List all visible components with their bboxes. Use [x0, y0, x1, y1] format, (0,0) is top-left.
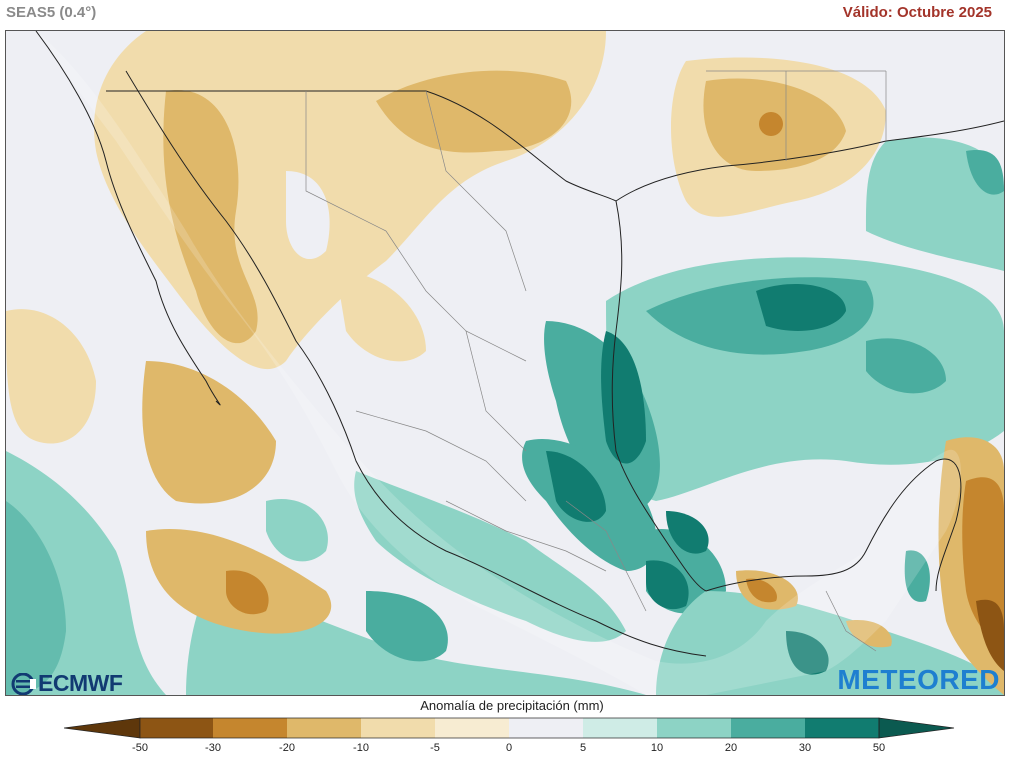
- legend-tick: 10: [650, 742, 664, 754]
- model-label: SEAS5 (0.4°): [6, 4, 97, 21]
- meteored-logo: METEORED: [837, 664, 1000, 695]
- legend-bin-2: [213, 718, 287, 738]
- legend-tick: 5: [579, 742, 587, 754]
- legend-bin-5: [435, 718, 509, 738]
- legend-tick: -50: [132, 742, 148, 754]
- legend-under-arrow: [64, 717, 141, 739]
- legend-title: Anomalía de precipitación (mm): [420, 698, 604, 713]
- precipitation-anomaly-map: [5, 30, 1005, 696]
- legend-bin-10: [805, 718, 879, 738]
- ecmwf-logo: ECMWF: [10, 670, 123, 697]
- legend-tick: -20: [279, 742, 295, 754]
- legend-bin-6: [509, 718, 583, 738]
- legend-bin-7: [583, 718, 657, 738]
- legend-bin-8: [657, 718, 731, 738]
- legend-over-arrow: [878, 717, 955, 739]
- legend-tick: 50: [872, 742, 886, 754]
- legend-bin-4: [361, 718, 435, 738]
- legend-tick: 30: [798, 742, 812, 754]
- legend-bin-9: [731, 718, 805, 738]
- legend-tick: 0: [505, 742, 513, 754]
- legend-tick: 20: [724, 742, 738, 754]
- legend-tick: -30: [205, 742, 221, 754]
- legend-bin-3: [287, 718, 361, 738]
- valid-date-label: Válido: Octubre 2025: [842, 4, 992, 21]
- ecmwf-logo-text: ECMWF: [38, 670, 123, 696]
- legend-colorbar: [64, 717, 955, 739]
- ecmwf-emblem-icon: [11, 672, 36, 695]
- legend-bin-1: [140, 718, 213, 738]
- legend-tick: -10: [353, 742, 369, 754]
- legend-tick: -5: [430, 742, 440, 754]
